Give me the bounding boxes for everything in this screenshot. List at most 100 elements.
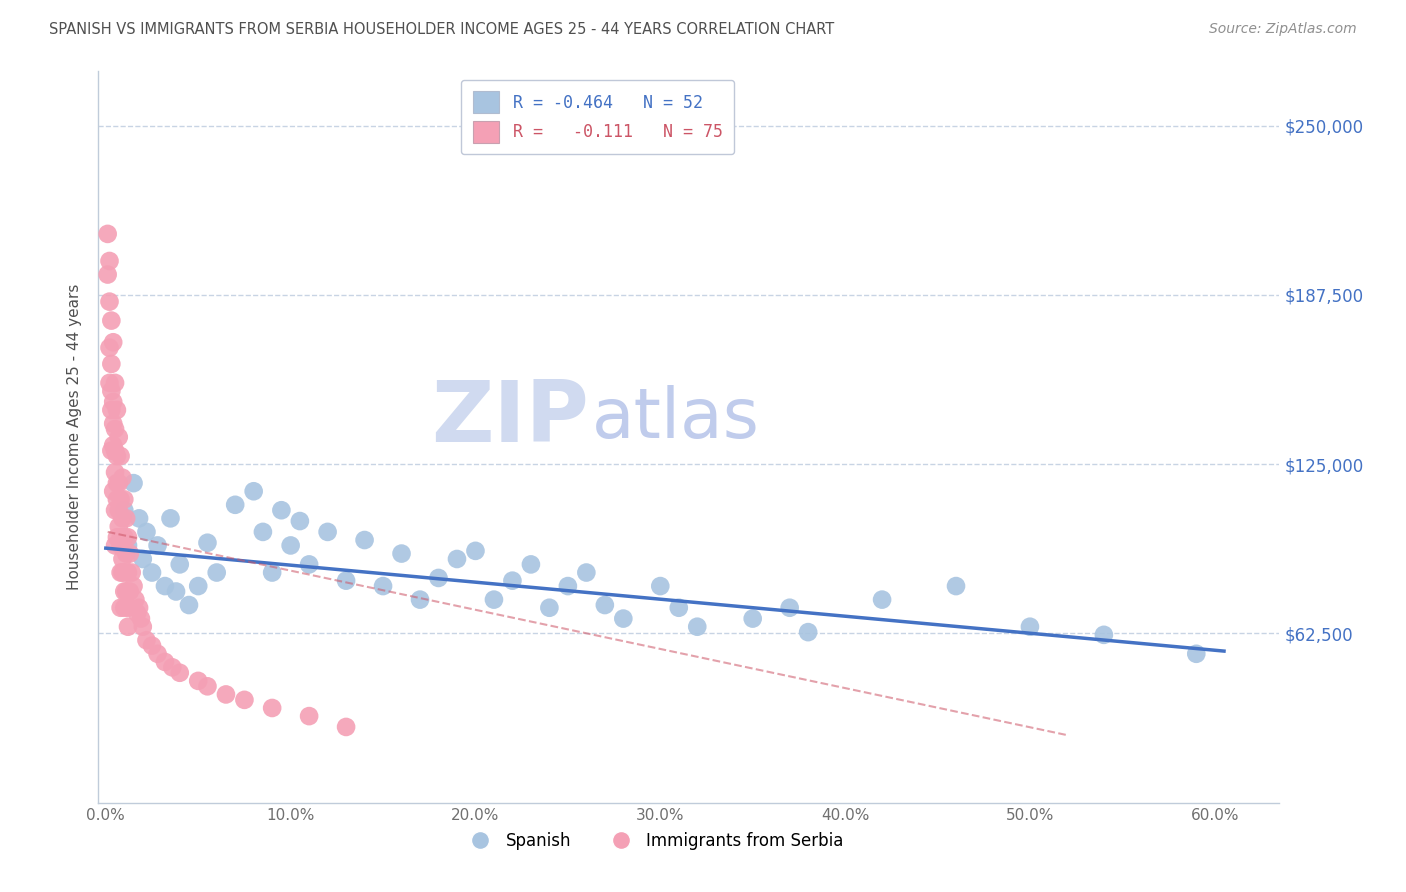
Point [482, 592, 505, 607]
Point [110, 492, 132, 507]
Point [104, 503, 127, 517]
Point [100, 313, 122, 327]
Point [103, 438, 125, 452]
Point [501, 574, 523, 588]
Point [288, 514, 311, 528]
Point [104, 422, 127, 436]
Point [409, 592, 432, 607]
Point [135, 524, 157, 539]
Point [1019, 620, 1042, 634]
Point [165, 584, 187, 599]
Point [111, 471, 134, 485]
Point [371, 579, 394, 593]
Point [111, 566, 134, 580]
Point [103, 484, 125, 499]
Point [115, 584, 138, 599]
Point [104, 376, 127, 390]
Point [129, 611, 152, 625]
Point [122, 476, 145, 491]
Point [97, 227, 120, 241]
Point [135, 633, 157, 648]
Point [117, 620, 139, 634]
Point [242, 484, 264, 499]
Point [446, 552, 468, 566]
Point [132, 620, 155, 634]
Point [112, 584, 135, 599]
Point [538, 600, 561, 615]
Point [104, 443, 127, 458]
Point [100, 357, 122, 371]
Point [391, 547, 413, 561]
Point [132, 552, 155, 566]
Point [224, 498, 246, 512]
Point [105, 530, 128, 544]
Point [650, 579, 672, 593]
Point [945, 579, 967, 593]
Point [262, 566, 284, 580]
Point [353, 533, 375, 547]
Point [127, 606, 149, 620]
Point [117, 538, 139, 552]
Point [427, 571, 450, 585]
Point [105, 492, 128, 507]
Point [153, 579, 176, 593]
Point [104, 465, 127, 479]
Point [159, 511, 181, 525]
Point [197, 679, 219, 693]
Point [233, 693, 256, 707]
Point [105, 449, 128, 463]
Point [110, 449, 132, 463]
Point [197, 535, 219, 549]
Point [557, 579, 579, 593]
Point [162, 660, 184, 674]
Point [797, 625, 820, 640]
Point [1092, 628, 1115, 642]
Point [668, 600, 690, 615]
Point [107, 476, 129, 491]
Point [153, 655, 176, 669]
Point [124, 592, 146, 607]
Legend: Spanish, Immigrants from Serbia: Spanish, Immigrants from Serbia [457, 825, 851, 856]
Point [110, 566, 132, 580]
Point [118, 547, 141, 561]
Point [98, 376, 121, 390]
Point [107, 430, 129, 444]
Point [262, 701, 284, 715]
Point [115, 511, 138, 525]
Point [593, 598, 616, 612]
Point [187, 579, 209, 593]
Point [107, 519, 129, 533]
Point [1185, 647, 1208, 661]
Point [686, 620, 709, 634]
Point [103, 395, 125, 409]
Point [100, 384, 122, 398]
Point [187, 673, 209, 688]
Point [122, 579, 145, 593]
Point [100, 403, 122, 417]
Point [270, 503, 292, 517]
Point [177, 598, 200, 612]
Text: SPANISH VS IMMIGRANTS FROM SERBIA HOUSEHOLDER INCOME AGES 25 - 44 YEARS CORRELAT: SPANISH VS IMMIGRANTS FROM SERBIA HOUSEH… [49, 22, 834, 37]
Text: ZIP: ZIP [430, 377, 589, 460]
Point [112, 492, 135, 507]
Point [169, 665, 191, 680]
Point [98, 254, 121, 268]
Point [121, 566, 143, 580]
Point [112, 530, 135, 544]
Point [169, 558, 191, 572]
Point [335, 574, 357, 588]
Point [141, 639, 163, 653]
Point [280, 538, 302, 552]
Point [117, 566, 139, 580]
Text: atlas: atlas [592, 385, 761, 452]
Point [252, 524, 274, 539]
Point [104, 538, 127, 552]
Point [98, 341, 121, 355]
Text: Source: ZipAtlas.com: Source: ZipAtlas.com [1209, 22, 1357, 37]
Point [118, 584, 141, 599]
Point [741, 611, 763, 625]
Point [105, 403, 128, 417]
Point [105, 476, 128, 491]
Point [128, 511, 150, 525]
Point [141, 566, 163, 580]
